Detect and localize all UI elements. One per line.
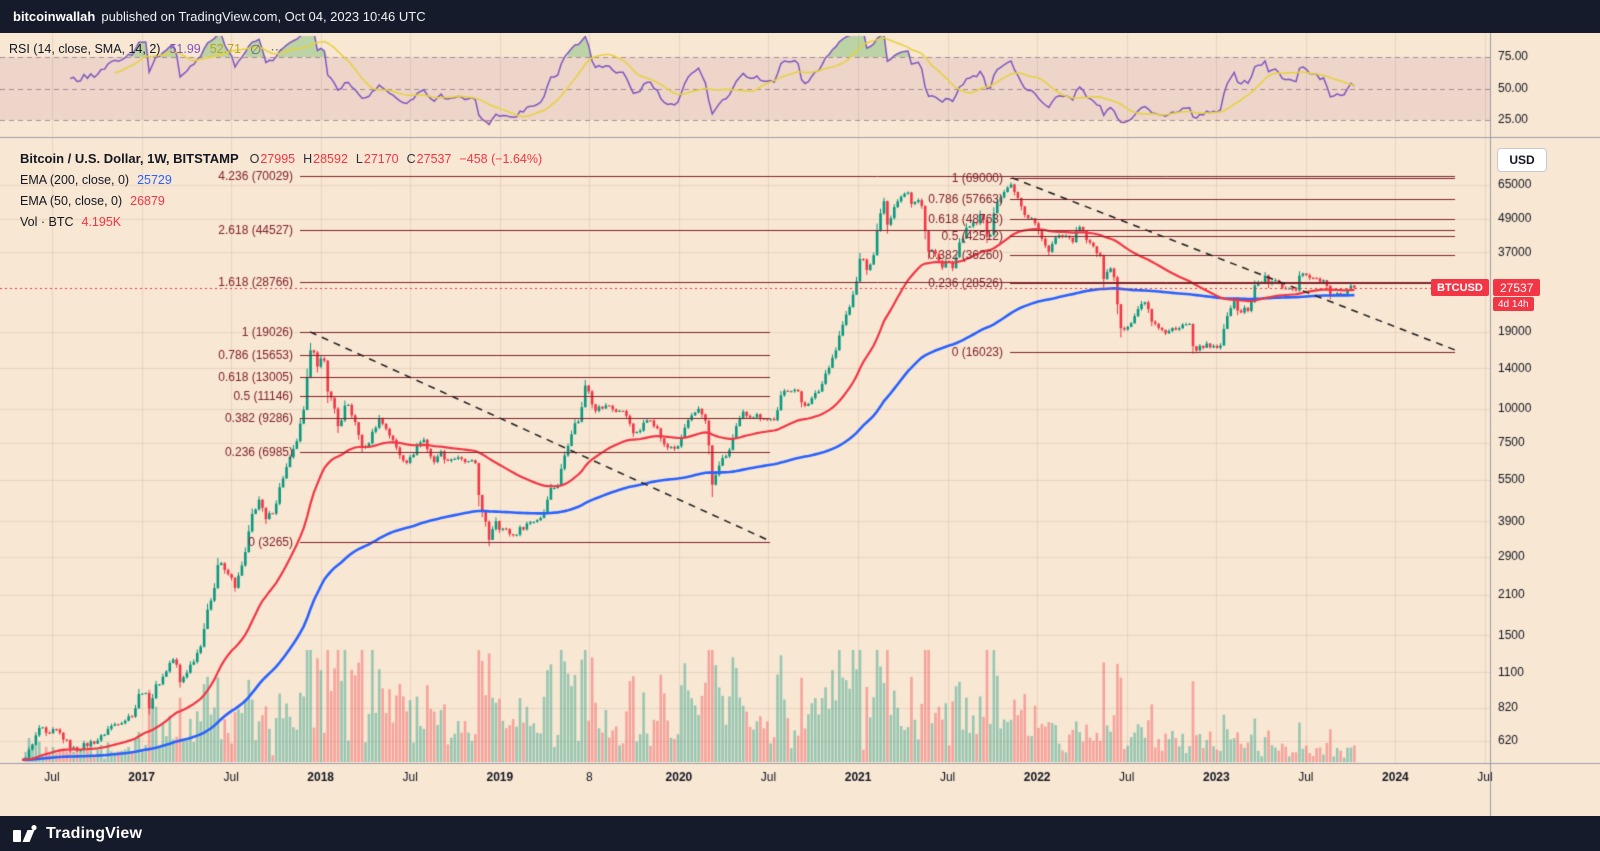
high-value: 28592	[313, 151, 348, 166]
close-token: C 27537	[407, 152, 452, 166]
open-value: 27995	[260, 151, 296, 166]
symbol-title-row: Bitcoin / U.S. Dollar, 1W, BITSTAMP O 279…	[20, 148, 542, 169]
ema200-label[interactable]: EMA (200, close, 0)	[20, 172, 130, 187]
symbol-badge: BTCUSD	[1431, 279, 1489, 296]
symbol-title[interactable]: Bitcoin / U.S. Dollar, 1W, BITSTAMP	[20, 151, 239, 166]
close-value: 27537	[416, 151, 452, 166]
rsi-sma-value: 52.71	[209, 42, 242, 56]
currency-toggle-button[interactable]: USD	[1497, 148, 1547, 172]
low-value: 27170	[363, 151, 399, 166]
ema50-label[interactable]: EMA (50, close, 0)	[20, 193, 123, 208]
ema200-row: EMA (200, close, 0) 25729	[20, 169, 542, 190]
eye-icon[interactable]: ∅	[250, 41, 262, 57]
volume-value: 4.195K	[81, 214, 122, 229]
rsi-legend: RSI (14, close, SMA, 14, 2) 51.99 52.71 …	[9, 41, 283, 57]
low-token: L 27170	[356, 152, 399, 166]
rsi-value: 51.99	[169, 42, 201, 56]
open-token: O 27995	[250, 152, 296, 166]
rsi-title[interactable]: RSI (14, close, SMA, 14, 2)	[9, 42, 161, 56]
tradingview-brand[interactable]: TradingView	[46, 824, 143, 842]
high-token: H 28592	[303, 152, 348, 166]
tradingview-logo-icon[interactable]	[13, 825, 37, 842]
attribution-bar: bitcoinwallah published on TradingView.c…	[0, 0, 1600, 33]
last-price-badge: 27537	[1493, 279, 1541, 296]
ema200-value: 25729	[137, 172, 172, 187]
low-label: L	[355, 151, 363, 166]
open-label: O	[249, 151, 260, 166]
published-text: published on TradingView.com, Oct 04, 20…	[101, 9, 426, 24]
close-label: C	[406, 151, 416, 166]
volume-row: Vol · BTC 4.195K	[20, 211, 542, 232]
high-label: H	[303, 151, 313, 166]
volume-label[interactable]: Vol · BTC	[20, 214, 74, 229]
more-icon[interactable]: ⋯	[270, 41, 284, 57]
symbol-legend: Bitcoin / U.S. Dollar, 1W, BITSTAMP O 279…	[20, 148, 542, 232]
bar-countdown-badge: 4d 14h	[1493, 297, 1534, 311]
author-name[interactable]: bitcoinwallah	[13, 9, 96, 24]
footer-bar: TradingView	[0, 816, 1600, 851]
ema50-row: EMA (50, close, 0) 26879	[20, 190, 542, 211]
change-value: −458 (−1.64%)	[459, 151, 543, 166]
ema50-value: 26879	[130, 193, 165, 208]
